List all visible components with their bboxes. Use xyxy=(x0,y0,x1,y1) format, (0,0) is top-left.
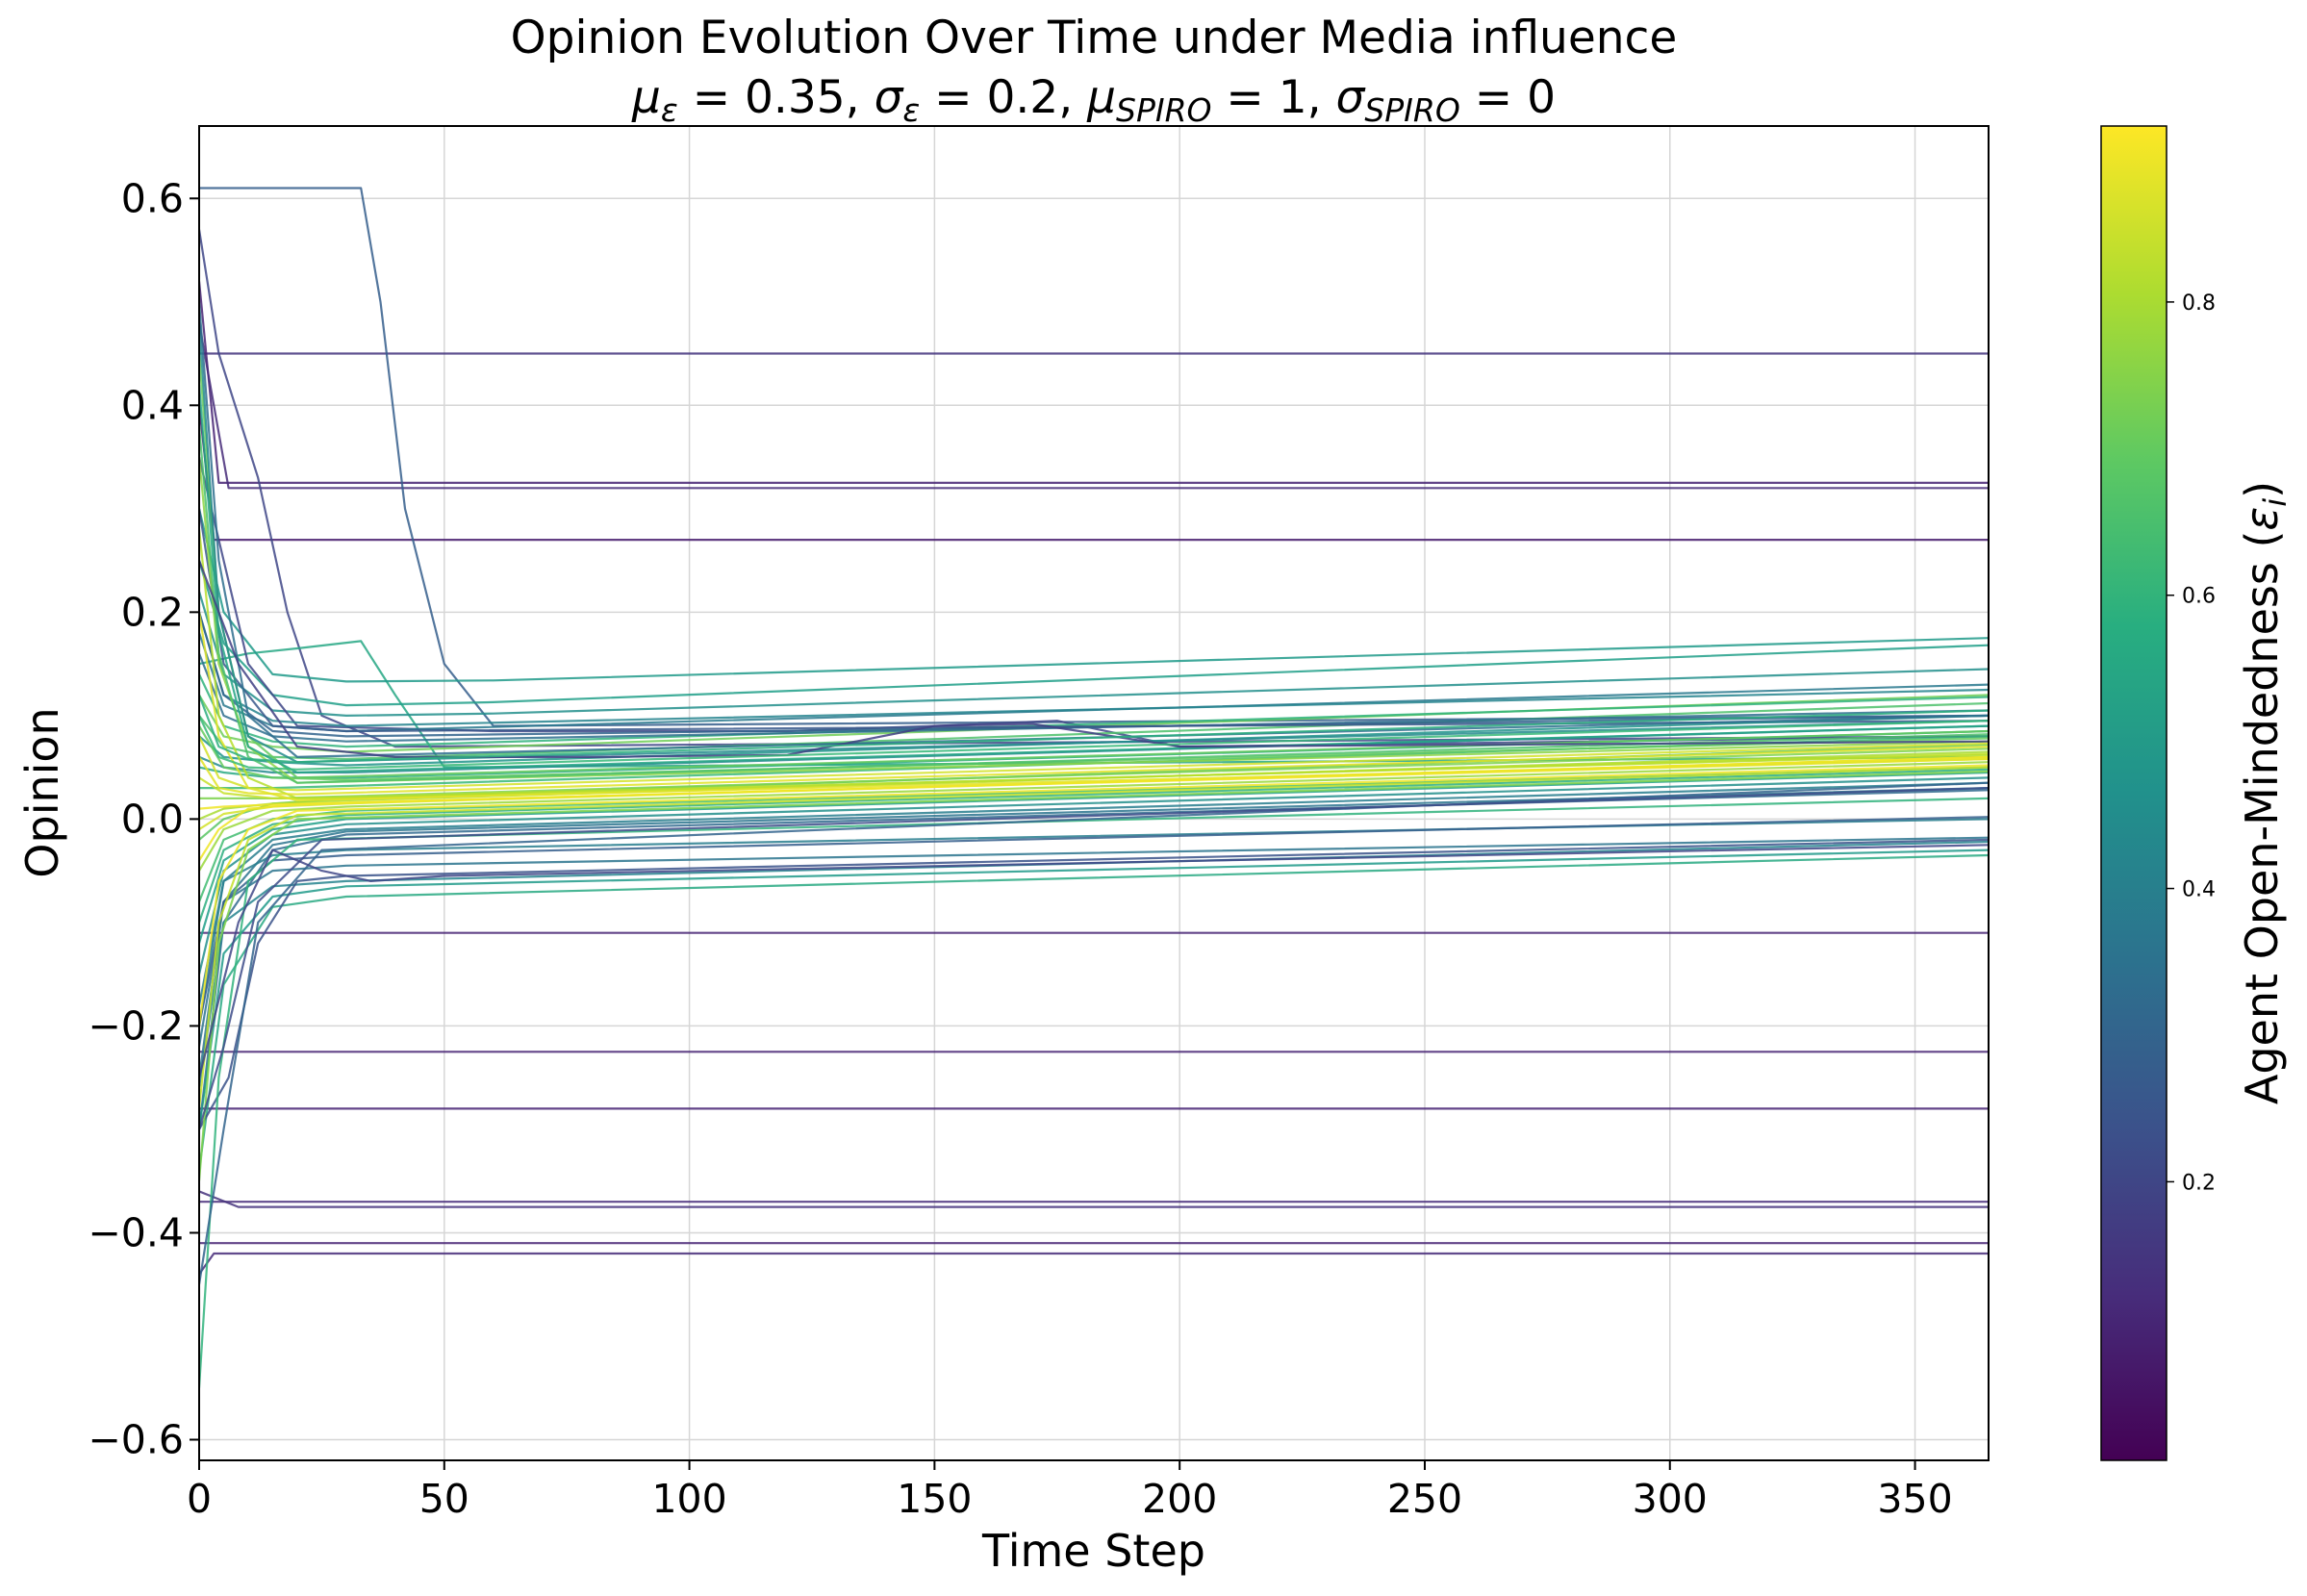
opinion-line xyxy=(199,694,1989,753)
opinion-line xyxy=(199,425,1989,784)
chart-subtitle: με = 0.35, σε = 0.2, μSPIRO = 1, σSPIRO … xyxy=(631,71,1556,129)
opinion-line xyxy=(199,787,1989,1130)
y-tick-label: 0.2 xyxy=(121,589,184,635)
opinion-line xyxy=(199,766,1989,1109)
y-axis-ticks: −0.6 −0.4 −0.2 0.0 0.2 0.4 0.6 xyxy=(88,175,199,1462)
opinion-line xyxy=(199,838,1989,1130)
x-tick-label: 150 xyxy=(897,1476,972,1522)
opinion-line xyxy=(199,695,1989,764)
opinion-line xyxy=(199,529,1989,800)
x-tick-label: 0 xyxy=(187,1476,212,1522)
opinion-line xyxy=(199,301,1989,759)
y-tick-label: 0.4 xyxy=(121,382,184,428)
opinion-line xyxy=(199,384,1989,774)
opinion-line xyxy=(199,640,1989,769)
opinion-line xyxy=(199,560,1989,707)
opinion-line xyxy=(199,818,1989,1006)
opinion-line xyxy=(199,591,1989,718)
opinion-line xyxy=(199,764,1989,1026)
opinion-line xyxy=(199,768,1989,924)
opinion-line xyxy=(199,761,1989,872)
colorbar-tick-label: 0.6 xyxy=(2182,585,2216,609)
y-tick-label: −0.4 xyxy=(88,1209,184,1255)
opinion-line xyxy=(199,229,1989,748)
x-axis-ticks: 0 50 100 150 200 250 300 350 xyxy=(187,1460,1953,1522)
grid xyxy=(198,126,1989,1460)
colorbar-label: Agent Open-Mindedness (εi) xyxy=(2236,481,2294,1104)
plot-frame xyxy=(198,125,1990,1461)
x-tick-label: 200 xyxy=(1142,1476,1217,1522)
opinion-line xyxy=(199,560,1989,759)
colorbar-ticks: 0.2 0.4 0.6 0.8 xyxy=(2167,291,2216,1195)
series-lines xyxy=(199,187,1989,1388)
colorbar xyxy=(2100,125,2168,1461)
opinion-line xyxy=(199,281,1989,484)
y-tick-label: 0.0 xyxy=(121,796,184,842)
opinion-line xyxy=(199,797,1989,1388)
opinion-line xyxy=(199,1252,1989,1276)
x-tick-label: 300 xyxy=(1633,1476,1708,1522)
colorbar-tick-label: 0.8 xyxy=(2182,291,2216,316)
opinion-line xyxy=(199,755,1989,861)
x-tick-label: 50 xyxy=(419,1476,469,1522)
y-tick-label: 0.6 xyxy=(121,175,184,221)
opinion-line xyxy=(199,322,1989,764)
x-axis-label: Time Step xyxy=(981,1525,1205,1577)
x-tick-label: 250 xyxy=(1387,1476,1462,1522)
opinion-line xyxy=(199,611,1989,738)
opinion-line xyxy=(199,844,1989,1078)
y-axis-label: Opinion xyxy=(16,707,68,877)
y-tick-label: −0.2 xyxy=(88,1002,184,1049)
opinion-line xyxy=(199,771,1989,944)
opinion-line xyxy=(199,781,1989,1026)
colorbar-tick-label: 0.4 xyxy=(2182,878,2216,902)
opinion-line xyxy=(199,508,1989,683)
opinion-line xyxy=(199,322,1989,490)
colorbar-tick-label: 0.2 xyxy=(2182,1171,2216,1195)
chart-title: Opinion Evolution Over Time under Media … xyxy=(511,12,1678,64)
opinion-line xyxy=(199,781,1989,1285)
opinion-line xyxy=(199,735,1989,792)
x-tick-label: 100 xyxy=(651,1476,726,1522)
opinion-line xyxy=(199,715,1989,771)
y-tick-label: −0.6 xyxy=(88,1416,184,1462)
x-tick-label: 350 xyxy=(1877,1476,1952,1522)
opinion-line xyxy=(199,746,1989,796)
